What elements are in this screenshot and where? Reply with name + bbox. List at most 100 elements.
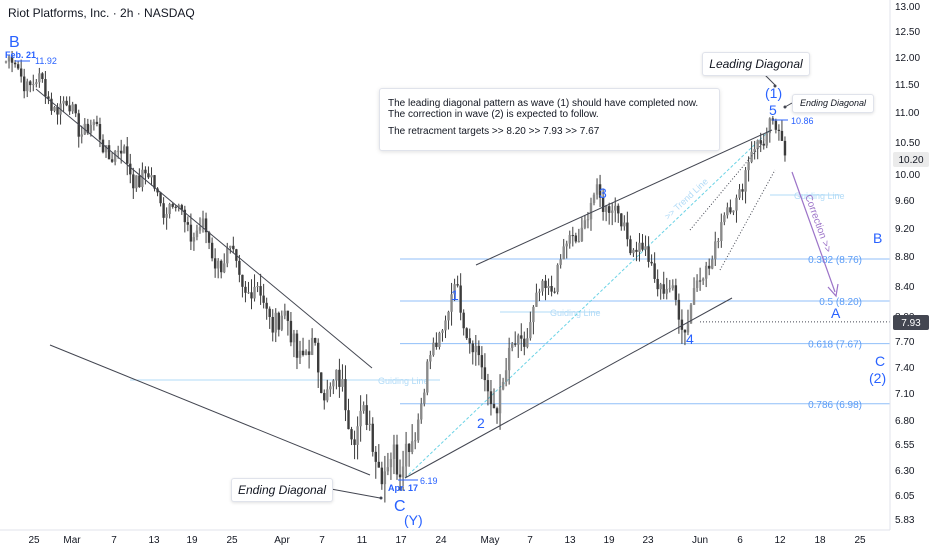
candle-body[interactable] <box>765 133 768 146</box>
candle-body[interactable] <box>101 139 105 153</box>
candle-body[interactable] <box>562 246 565 260</box>
candle-body[interactable] <box>577 241 581 243</box>
candle-body[interactable] <box>477 345 481 356</box>
candle-body[interactable] <box>780 130 784 141</box>
candle-body[interactable] <box>344 379 347 411</box>
candle-body[interactable] <box>126 146 129 164</box>
candle-body[interactable] <box>514 343 517 345</box>
candle-body[interactable] <box>316 342 320 373</box>
candle-body[interactable] <box>644 246 647 250</box>
candle-body[interactable] <box>395 444 399 475</box>
candle-body[interactable] <box>38 73 41 83</box>
candle-body[interactable] <box>180 205 183 210</box>
candle-body[interactable] <box>19 68 23 77</box>
candle-body[interactable] <box>92 121 96 125</box>
candle-body[interactable] <box>526 338 529 347</box>
candle-body[interactable] <box>80 134 83 137</box>
candle-body[interactable] <box>353 439 356 445</box>
candle-body[interactable] <box>313 337 317 343</box>
candle-body[interactable] <box>392 444 396 459</box>
candle-body[interactable] <box>386 467 390 472</box>
candle-body[interactable] <box>656 278 659 290</box>
candle-body[interactable] <box>204 218 208 233</box>
candle-body[interactable] <box>153 175 156 189</box>
candle-body[interactable] <box>729 207 732 213</box>
candle-body[interactable] <box>213 258 217 269</box>
candle-body[interactable] <box>441 330 444 333</box>
candle-body[interactable] <box>413 440 417 442</box>
candle-body[interactable] <box>374 451 377 462</box>
candle-body[interactable] <box>280 315 284 330</box>
candle-body[interactable] <box>150 175 153 178</box>
candle-body[interactable] <box>341 379 344 387</box>
candle-body[interactable] <box>268 308 271 317</box>
candle-body[interactable] <box>241 274 244 287</box>
candles-layer[interactable] <box>4 50 787 503</box>
candle-body[interactable] <box>659 284 662 290</box>
candle-body[interactable] <box>647 246 650 262</box>
candle-body[interactable] <box>583 220 587 228</box>
candle-body[interactable] <box>244 286 247 293</box>
candle-body[interactable] <box>701 278 705 281</box>
candle-body[interactable] <box>483 367 487 381</box>
candle-body[interactable] <box>89 124 93 134</box>
candle-body[interactable] <box>768 118 772 134</box>
candle-body[interactable] <box>777 129 781 131</box>
candle-body[interactable] <box>532 306 535 323</box>
candle-body[interactable] <box>489 391 493 405</box>
candle-body[interactable] <box>138 175 141 188</box>
candle-body[interactable] <box>774 120 778 130</box>
candle-body[interactable] <box>550 285 553 292</box>
candle-body[interactable] <box>116 150 120 152</box>
candle-body[interactable] <box>232 245 235 250</box>
candle-body[interactable] <box>47 96 50 99</box>
candle-body[interactable] <box>747 161 750 171</box>
candle-body[interactable] <box>26 81 29 92</box>
candle-body[interactable] <box>783 140 787 156</box>
ending-diagonal-bottom-callout[interactable]: Ending Diagonal <box>231 478 333 502</box>
leading-diagonal-callout[interactable]: Leading Diagonal <box>702 52 810 76</box>
candle-body[interactable] <box>113 150 117 162</box>
candle-body[interactable] <box>10 56 14 63</box>
candle-body[interactable] <box>50 98 53 111</box>
candle-body[interactable] <box>711 259 714 269</box>
candle-body[interactable] <box>665 289 668 294</box>
candle-body[interactable] <box>671 285 675 289</box>
candle-body[interactable] <box>4 61 8 63</box>
candle-body[interactable] <box>326 389 329 401</box>
candle-body[interactable] <box>359 410 362 427</box>
candle-body[interactable] <box>471 343 474 353</box>
candle-body[interactable] <box>723 215 726 223</box>
candle-body[interactable] <box>177 205 180 208</box>
candle-body[interactable] <box>141 169 144 188</box>
candle-body[interactable] <box>601 197 605 212</box>
candle-body[interactable] <box>286 310 290 321</box>
candle-body[interactable] <box>198 227 202 231</box>
candle-body[interactable] <box>617 205 620 214</box>
candle-body[interactable] <box>638 242 641 252</box>
candle-body[interactable] <box>692 287 696 305</box>
candle-body[interactable] <box>289 320 293 343</box>
candle-body[interactable] <box>16 64 20 69</box>
candle-body[interactable] <box>189 224 193 242</box>
candle-body[interactable] <box>650 261 653 264</box>
candle-body[interactable] <box>223 263 226 273</box>
candle-body[interactable] <box>401 466 405 478</box>
candle-body[interactable] <box>438 332 441 347</box>
candle-body[interactable] <box>683 329 687 333</box>
candle-body[interactable] <box>750 151 753 162</box>
candle-body[interactable] <box>201 218 205 228</box>
candle-body[interactable] <box>547 285 550 289</box>
candle-body[interactable] <box>635 249 638 252</box>
candle-body[interactable] <box>707 265 711 269</box>
candle-body[interactable] <box>462 312 465 329</box>
candle-body[interactable] <box>220 260 223 273</box>
candle-body[interactable] <box>283 310 287 316</box>
candle-body[interactable] <box>104 145 108 153</box>
candle-body[interactable] <box>56 106 59 115</box>
candle-body[interactable] <box>498 389 502 414</box>
candle-body[interactable] <box>277 312 280 330</box>
candle-body[interactable] <box>623 222 626 227</box>
candle-body[interactable] <box>320 372 323 393</box>
